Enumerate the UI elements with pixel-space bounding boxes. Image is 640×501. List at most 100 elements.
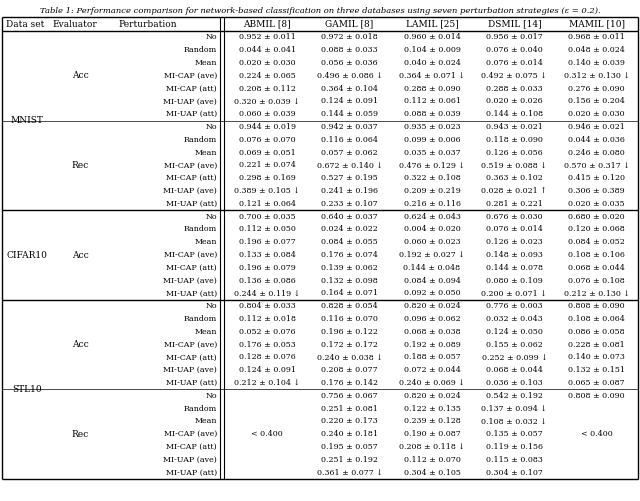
Text: 0.943 ± 0.021: 0.943 ± 0.021 [486,123,543,131]
Text: 0.133 ± 0.084: 0.133 ± 0.084 [239,251,296,259]
Text: 0.808 ± 0.090: 0.808 ± 0.090 [568,392,625,400]
Text: 0.048 ± 0.024: 0.048 ± 0.024 [568,46,625,54]
Text: 0.076 ± 0.108: 0.076 ± 0.108 [568,277,625,285]
Text: 0.060 ± 0.023: 0.060 ± 0.023 [404,238,460,246]
Text: 0.281 ± 0.221: 0.281 ± 0.221 [486,200,543,208]
Text: Random: Random [184,315,217,323]
Text: 0.209 ± 0.219: 0.209 ± 0.219 [404,187,460,195]
Text: 0.276 ± 0.090: 0.276 ± 0.090 [568,85,625,93]
Text: 0.233 ± 0.107: 0.233 ± 0.107 [321,200,378,208]
Text: 0.492 ± 0.075 ↓: 0.492 ± 0.075 ↓ [481,72,547,80]
Text: Table 1: Performance comparison for network-based classification on three databa: Table 1: Performance comparison for netw… [40,7,600,15]
Text: Acc: Acc [72,340,88,349]
Text: < 0.400: < 0.400 [581,430,612,438]
Text: 0.361 ± 0.077 ↓: 0.361 ± 0.077 ↓ [317,468,383,476]
Text: 0.808 ± 0.090: 0.808 ± 0.090 [568,302,625,310]
Text: 0.124 ± 0.050: 0.124 ± 0.050 [486,328,543,336]
Text: 0.044 ± 0.041: 0.044 ± 0.041 [239,46,296,54]
Text: 0.116 ± 0.070: 0.116 ± 0.070 [321,315,378,323]
Text: 0.132 ± 0.098: 0.132 ± 0.098 [321,277,378,285]
Text: 0.115 ± 0.083: 0.115 ± 0.083 [486,456,543,464]
Text: 0.252 ± 0.099 ↓: 0.252 ± 0.099 ↓ [481,353,547,361]
Text: 0.176 ± 0.053: 0.176 ± 0.053 [239,341,296,349]
Text: MI-UAP (att): MI-UAP (att) [166,110,217,118]
Text: 0.108 ± 0.064: 0.108 ± 0.064 [568,315,625,323]
Text: 0.192 ± 0.089: 0.192 ± 0.089 [404,341,460,349]
Text: 0.241 ± 0.196: 0.241 ± 0.196 [321,187,378,195]
Text: 0.122 ± 0.135: 0.122 ± 0.135 [404,405,460,413]
Text: Mean: Mean [195,59,217,67]
Text: MI-UAP (ave): MI-UAP (ave) [163,97,217,105]
Text: 0.044 ± 0.036: 0.044 ± 0.036 [568,136,625,144]
Text: 0.020 ± 0.030: 0.020 ± 0.030 [239,59,296,67]
Text: 0.084 ± 0.052: 0.084 ± 0.052 [568,238,625,246]
Text: 0.057 ± 0.062: 0.057 ± 0.062 [321,149,378,157]
Text: Random: Random [184,225,217,233]
Text: 0.116 ± 0.064: 0.116 ± 0.064 [321,136,378,144]
Text: 0.208 ± 0.118 ↓: 0.208 ± 0.118 ↓ [399,443,465,451]
Text: 0.304 ± 0.105: 0.304 ± 0.105 [404,468,460,476]
Text: Acc: Acc [72,71,88,80]
Text: Perturbation: Perturbation [118,20,177,29]
Text: 0.076 ± 0.014: 0.076 ± 0.014 [486,225,543,233]
Text: MI-CAP (att): MI-CAP (att) [166,85,217,93]
Text: 0.320 ± 0.039 ↓: 0.320 ± 0.039 ↓ [234,97,300,105]
Text: 0.104 ± 0.009: 0.104 ± 0.009 [404,46,460,54]
Text: MI-CAP (ave): MI-CAP (ave) [164,72,217,80]
Text: 0.676 ± 0.030: 0.676 ± 0.030 [486,212,543,220]
Text: 0.364 ± 0.104: 0.364 ± 0.104 [321,85,378,93]
Text: 0.570 ± 0.317 ↓: 0.570 ± 0.317 ↓ [564,161,630,169]
Text: MI-CAP (att): MI-CAP (att) [166,353,217,361]
Text: 0.040 ± 0.024: 0.040 ± 0.024 [404,59,460,67]
Text: 0.188 ± 0.057: 0.188 ± 0.057 [404,353,460,361]
Text: 0.068 ± 0.044: 0.068 ± 0.044 [486,366,543,374]
Text: Mean: Mean [195,149,217,157]
Text: Data set: Data set [6,20,44,29]
Text: 0.076 ± 0.014: 0.076 ± 0.014 [486,59,543,67]
Text: 0.246 ± 0.080: 0.246 ± 0.080 [568,149,625,157]
Text: MI-CAP (att): MI-CAP (att) [166,174,217,182]
Text: 0.640 ± 0.037: 0.640 ± 0.037 [321,212,378,220]
Text: 0.144 ± 0.108: 0.144 ± 0.108 [486,110,543,118]
Text: 0.956 ± 0.017: 0.956 ± 0.017 [486,34,543,42]
Text: 0.020 ± 0.035: 0.020 ± 0.035 [568,200,625,208]
Text: 0.415 ± 0.120: 0.415 ± 0.120 [568,174,625,182]
Text: No: No [205,123,217,131]
Text: 0.700 ± 0.035: 0.700 ± 0.035 [239,212,296,220]
Text: 0.076 ± 0.070: 0.076 ± 0.070 [239,136,296,144]
Text: 0.208 ± 0.077: 0.208 ± 0.077 [321,366,378,374]
Text: 0.176 ± 0.074: 0.176 ± 0.074 [321,251,378,259]
Text: 0.224 ± 0.065: 0.224 ± 0.065 [239,72,296,80]
Text: 0.220 ± 0.173: 0.220 ± 0.173 [321,417,378,425]
Text: 0.137 ± 0.094 ↓: 0.137 ± 0.094 ↓ [481,405,547,413]
Text: 0.156 ± 0.204: 0.156 ± 0.204 [568,97,625,105]
Text: 0.068 ± 0.038: 0.068 ± 0.038 [404,328,460,336]
Text: 0.196 ± 0.079: 0.196 ± 0.079 [239,264,296,272]
Text: 0.935 ± 0.023: 0.935 ± 0.023 [404,123,460,131]
Text: 0.288 ± 0.090: 0.288 ± 0.090 [404,85,460,93]
Text: LAMIL [25]: LAMIL [25] [406,20,458,29]
Text: MI-UAP (ave): MI-UAP (ave) [163,456,217,464]
Text: Random: Random [184,46,217,54]
Text: No: No [205,392,217,400]
Text: 0.112 ± 0.050: 0.112 ± 0.050 [239,225,296,233]
Text: 0.389 ± 0.105 ↓: 0.389 ± 0.105 ↓ [234,187,300,195]
Text: MI-UAP (ave): MI-UAP (ave) [163,187,217,195]
Text: MI-CAP (ave): MI-CAP (ave) [164,430,217,438]
Text: 0.322 ± 0.108: 0.322 ± 0.108 [404,174,460,182]
Text: MI-CAP (ave): MI-CAP (ave) [164,341,217,349]
Text: 0.804 ± 0.033: 0.804 ± 0.033 [239,302,296,310]
Text: 0.221 ± 0.074: 0.221 ± 0.074 [239,161,296,169]
Text: 0.251 ± 0.081: 0.251 ± 0.081 [321,405,378,413]
Text: 0.032 ± 0.043: 0.032 ± 0.043 [486,315,543,323]
Text: 0.088 ± 0.039: 0.088 ± 0.039 [404,110,460,118]
Text: 0.126 ± 0.056: 0.126 ± 0.056 [486,149,543,157]
Text: 0.112 ± 0.018: 0.112 ± 0.018 [239,315,296,323]
Text: 0.244 ± 0.119 ↓: 0.244 ± 0.119 ↓ [234,290,300,298]
Text: 0.527 ± 0.195: 0.527 ± 0.195 [321,174,378,182]
Text: 0.496 ± 0.086 ↓: 0.496 ± 0.086 ↓ [317,72,383,80]
Text: Evaluator: Evaluator [52,20,97,29]
Text: MI-CAP (att): MI-CAP (att) [166,443,217,451]
Text: MI-UAP (att): MI-UAP (att) [166,290,217,298]
Text: 0.072 ± 0.044: 0.072 ± 0.044 [404,366,460,374]
